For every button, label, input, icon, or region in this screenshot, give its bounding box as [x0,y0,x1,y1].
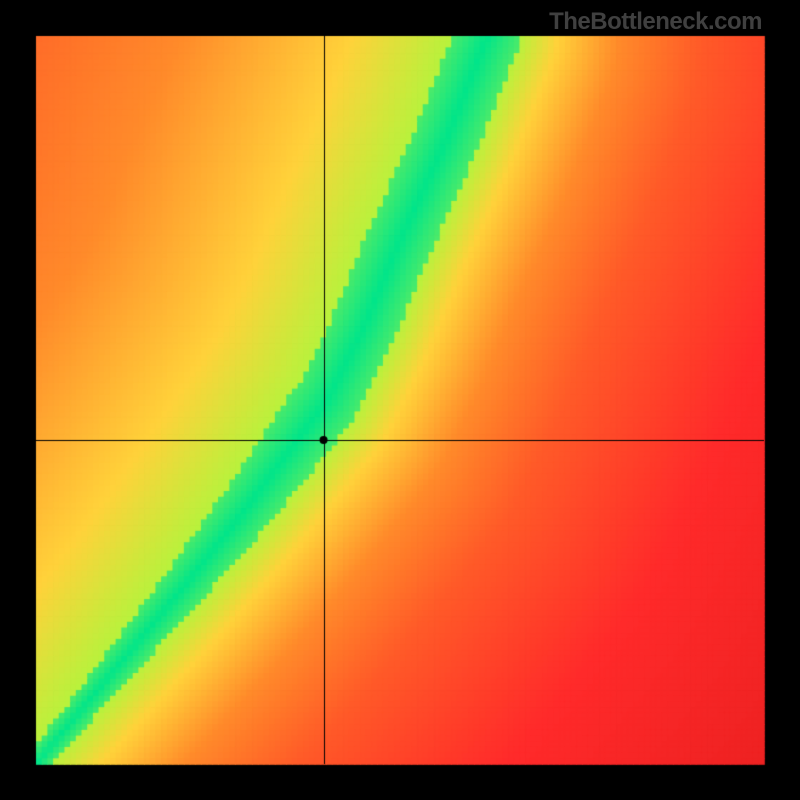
watermark-text: TheBottleneck.com [549,8,762,36]
chart-container: TheBottleneck.com [0,0,800,800]
heatmap-canvas [0,0,800,800]
